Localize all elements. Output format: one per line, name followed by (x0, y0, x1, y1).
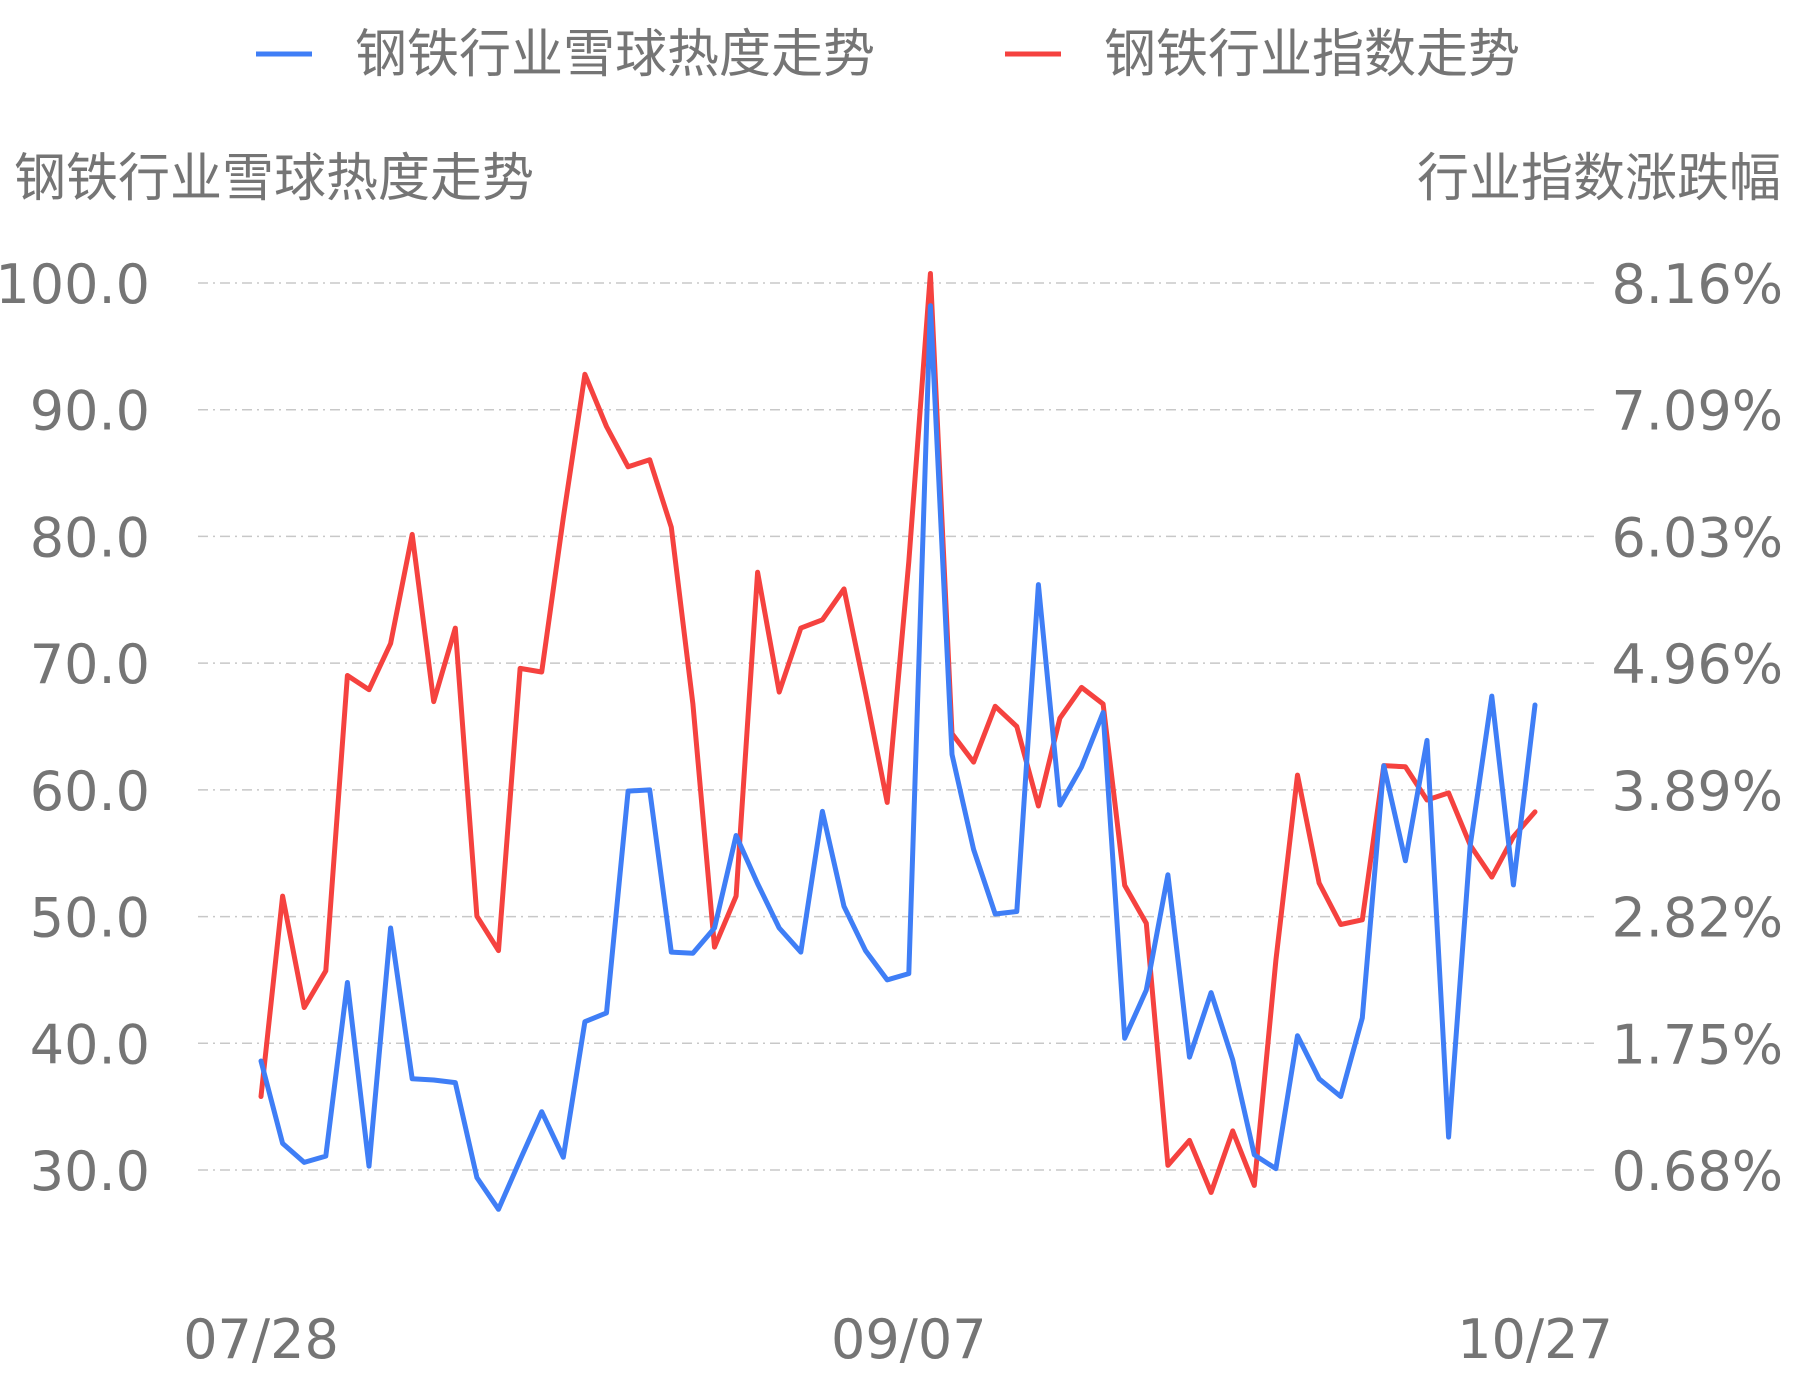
right-tick-label: 0.68% (1611, 1140, 1783, 1203)
left-tick-label: 80.0 (30, 506, 150, 569)
right-tick-label: 2.82% (1611, 887, 1783, 950)
left-tick-label: 60.0 (30, 760, 150, 823)
right-tick-label: 4.96% (1611, 633, 1783, 696)
right-tick-label: 8.16% (1611, 253, 1783, 316)
left-tick-label: 70.0 (30, 633, 150, 696)
right-tick-label: 7.09% (1611, 380, 1783, 443)
legend: 钢铁行业雪球热度走势 钢铁行业指数走势 (256, 25, 1520, 85)
right-axis-title: 行业指数涨跌幅 (1417, 149, 1781, 209)
left-tick-label: 90.0 (30, 380, 150, 443)
series-line-heat (258, 303, 1538, 1212)
legend-label-heat: 钢铁行业雪球热度走势 (355, 25, 875, 85)
series-line-index (258, 271, 1538, 1195)
right-tick-label: 6.03% (1611, 506, 1783, 569)
left-tick-labels: 30.0 40.0 50.0 60.0 70.0 80.0 90.0 100.0 (0, 253, 150, 1203)
left-axis-title: 钢铁行业雪球热度走势 (14, 149, 534, 209)
right-tick-label: 3.89% (1611, 760, 1783, 823)
x-tick-label: 10/27 (1457, 1308, 1613, 1371)
legend-label-index: 钢铁行业指数走势 (1104, 25, 1520, 85)
left-tick-label: 30.0 (30, 1140, 150, 1203)
x-tick-labels: 07/28 09/07 10/27 (183, 1308, 1613, 1371)
left-tick-label: 40.0 (30, 1013, 150, 1076)
left-tick-label: 100.0 (0, 253, 150, 316)
series-lines (258, 271, 1538, 1212)
right-tick-labels: 0.68% 1.75% 2.82% 3.89% 4.96% 6.03% 7.09% 8.16% (1611, 253, 1783, 1203)
x-tick-label: 09/07 (831, 1308, 987, 1371)
left-tick-label: 50.0 (30, 887, 150, 950)
right-tick-label: 1.75% (1611, 1013, 1783, 1076)
x-tick-label: 07/28 (183, 1308, 339, 1371)
